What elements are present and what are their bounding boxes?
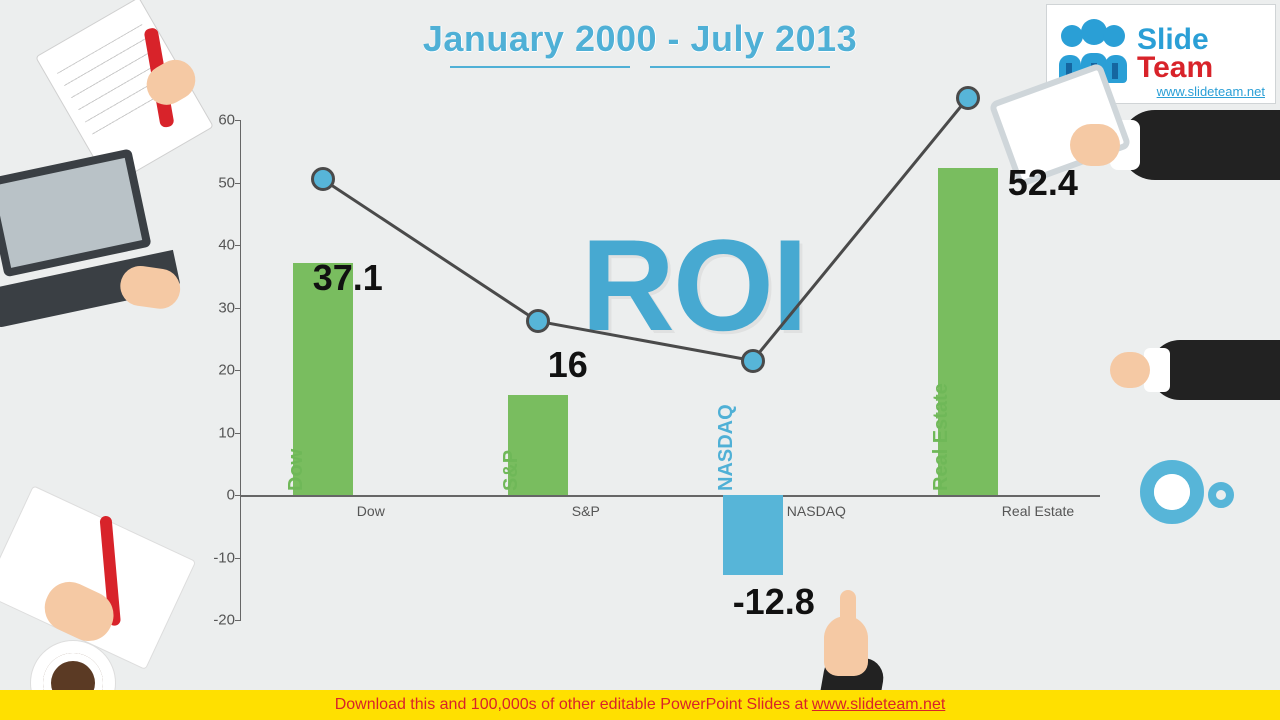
- y-tick-label: 30: [197, 299, 235, 316]
- y-tick-label: -10: [197, 549, 235, 566]
- vertical-label: Dow: [285, 449, 308, 491]
- y-tick-label: 40: [197, 237, 235, 254]
- banner-link[interactable]: www.slideteam.net: [812, 696, 945, 714]
- banner-text: Download this and 100,000s of other edit…: [335, 696, 808, 714]
- y-tick-label: 60: [197, 112, 235, 129]
- download-banner: Download this and 100,000s of other edit…: [0, 690, 1280, 720]
- y-tick-label: 50: [197, 174, 235, 191]
- y-tick-label: 20: [197, 362, 235, 379]
- value-label: -12.8: [733, 581, 815, 623]
- x-category-label: Real Estate: [1002, 503, 1074, 519]
- value-label: 52.4: [1008, 162, 1078, 204]
- vertical-label: NASDAQ: [715, 404, 738, 491]
- line-marker: [741, 349, 765, 373]
- y-tick-label: -20: [197, 612, 235, 629]
- roi-chart: ROI -20-100102030405060DowDow37.1S&PS&P1…: [180, 100, 1140, 660]
- value-label: 37.1: [313, 257, 383, 299]
- title-underline: [450, 66, 830, 68]
- vertical-label: S&P: [500, 450, 523, 491]
- x-category-label: S&P: [572, 503, 600, 519]
- laptop-icon: [0, 140, 205, 350]
- brand-name: SlideTeam: [1137, 26, 1213, 83]
- y-tick-label: 10: [197, 424, 235, 441]
- page-title: January 2000 - July 2013: [423, 18, 857, 60]
- bar-nasdaq: [723, 495, 783, 575]
- x-category-label: Dow: [357, 503, 385, 519]
- y-tick-label: 0: [197, 487, 235, 504]
- line-marker: [956, 86, 980, 110]
- line-marker: [311, 167, 335, 191]
- hand-right-icon: [1130, 330, 1280, 420]
- value-label: 16: [548, 344, 588, 386]
- x-category-label: NASDAQ: [787, 503, 846, 519]
- blue-cup-icon: [1140, 460, 1220, 540]
- vertical-label: Real Estate: [930, 383, 953, 491]
- line-marker: [526, 309, 550, 333]
